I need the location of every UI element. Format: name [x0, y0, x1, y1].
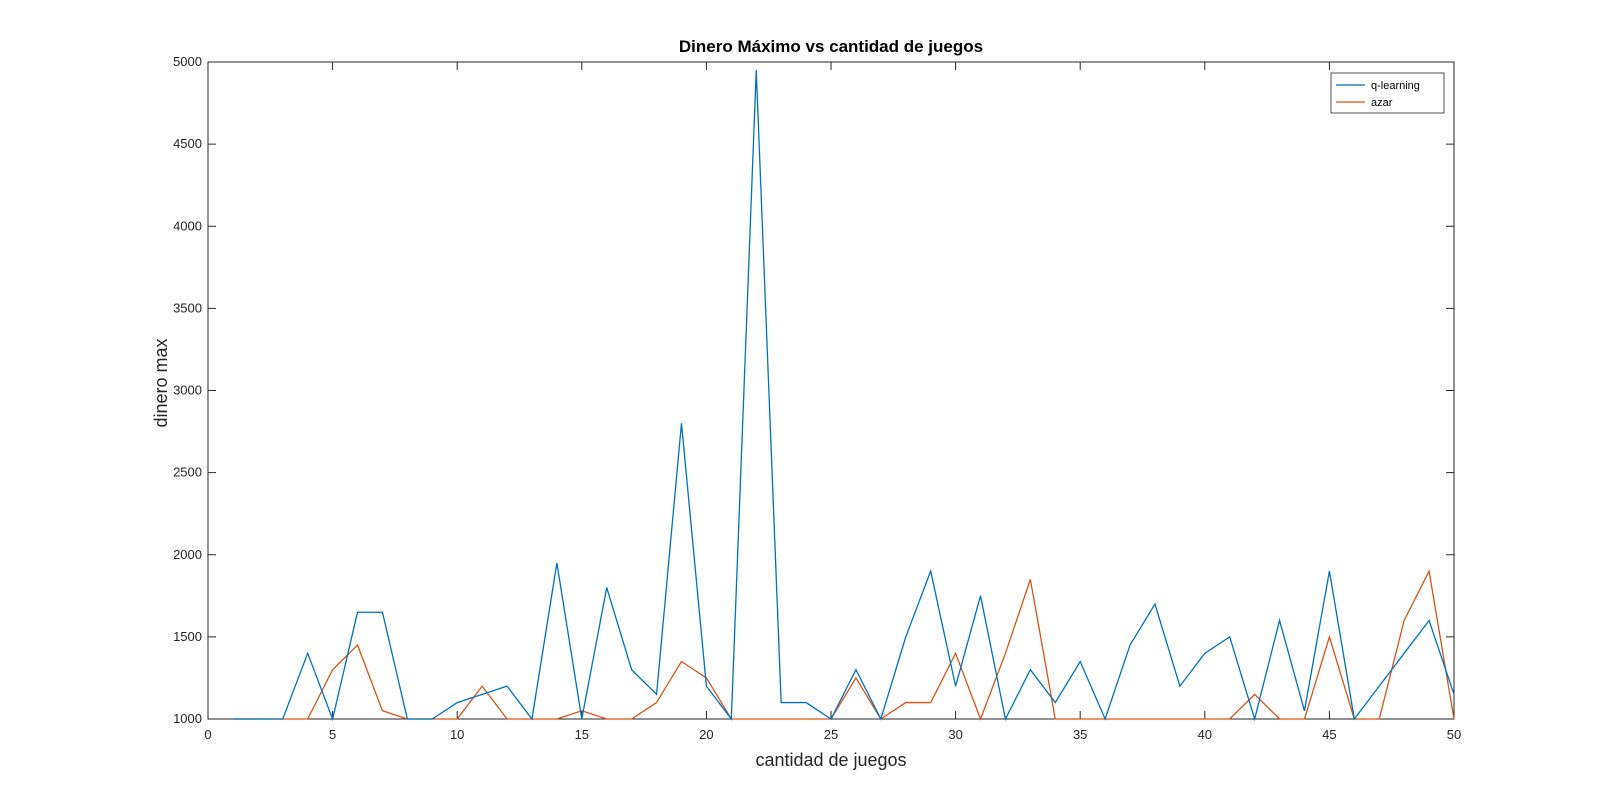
legend-label-q-learning: q-learning — [1371, 80, 1420, 92]
x-tick-label: 20 — [699, 727, 713, 742]
y-tick-label: 1000 — [173, 711, 202, 726]
x-tick-label: 45 — [1322, 727, 1336, 742]
x-tick-label: 35 — [1073, 727, 1087, 742]
x-tick-label: 5 — [329, 727, 336, 742]
y-tick-label: 5000 — [173, 54, 202, 69]
x-tick-label: 0 — [204, 727, 211, 742]
series-line-q-learning — [232, 70, 1455, 722]
x-tick-label: 10 — [450, 727, 464, 742]
y-tick-label: 4000 — [173, 218, 202, 233]
x-tick-label: 30 — [948, 727, 962, 742]
x-tick-label: 40 — [1198, 727, 1212, 742]
chart-title: Dinero Máximo vs cantidad de juegos — [679, 37, 983, 56]
y-tick-label: 3500 — [173, 300, 202, 315]
x-tick-label: 50 — [1447, 727, 1461, 742]
plot-area: 0 5 10 15 20 25 30 35 40 45 50 1000 1500 2000 2500 3000… — [173, 54, 1461, 742]
x-axis-label: cantidad de juegos — [755, 750, 906, 770]
y-tick-label: 4500 — [173, 136, 202, 151]
y-axis-label: dinero max — [151, 338, 171, 427]
y-tick-label: 1500 — [173, 629, 202, 644]
axes-box — [207, 61, 1455, 720]
y-tick-label: 2500 — [173, 465, 202, 480]
y-tick-label: 3000 — [173, 383, 202, 398]
x-tick-label: 15 — [575, 727, 589, 742]
x-tick-label: 25 — [824, 727, 838, 742]
y-tick-label: 2000 — [173, 547, 202, 562]
series-line-azar — [232, 569, 1455, 721]
legend-label-azar: azar — [1371, 97, 1393, 109]
legend-box — [1330, 72, 1445, 114]
legend: q-learning azar — [1330, 72, 1445, 114]
